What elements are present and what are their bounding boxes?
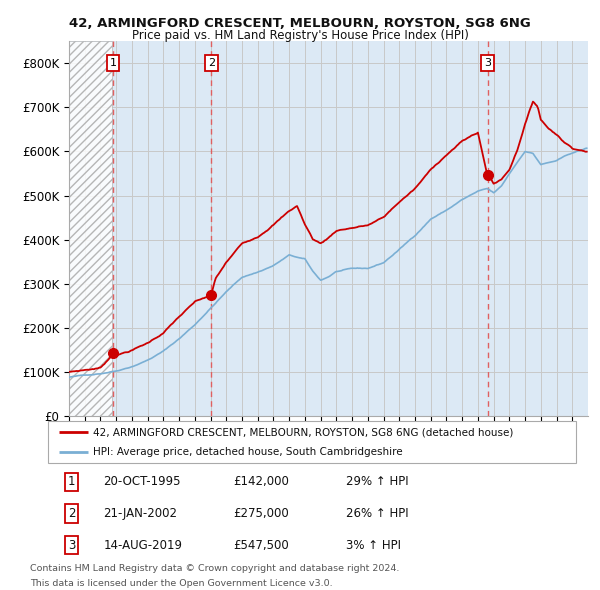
Text: Price paid vs. HM Land Registry's House Price Index (HPI): Price paid vs. HM Land Registry's House … (131, 30, 469, 42)
Text: 1: 1 (68, 476, 76, 489)
Text: 1: 1 (110, 58, 116, 68)
Text: £275,000: £275,000 (233, 507, 289, 520)
Text: 3: 3 (484, 58, 491, 68)
Text: 3: 3 (68, 539, 76, 552)
Text: 26% ↑ HPI: 26% ↑ HPI (346, 507, 409, 520)
Text: 2: 2 (208, 58, 215, 68)
Text: 42, ARMINGFORD CRESCENT, MELBOURN, ROYSTON, SG8 6NG (detached house): 42, ARMINGFORD CRESCENT, MELBOURN, ROYST… (93, 427, 513, 437)
Text: This data is licensed under the Open Government Licence v3.0.: This data is licensed under the Open Gov… (30, 579, 332, 588)
Text: HPI: Average price, detached house, South Cambridgeshire: HPI: Average price, detached house, Sout… (93, 447, 403, 457)
Text: 29% ↑ HPI: 29% ↑ HPI (346, 476, 409, 489)
Text: 21-JAN-2002: 21-JAN-2002 (103, 507, 178, 520)
Text: 14-AUG-2019: 14-AUG-2019 (103, 539, 182, 552)
Text: Contains HM Land Registry data © Crown copyright and database right 2024.: Contains HM Land Registry data © Crown c… (30, 564, 400, 573)
Text: 3% ↑ HPI: 3% ↑ HPI (346, 539, 401, 552)
Text: 42, ARMINGFORD CRESCENT, MELBOURN, ROYSTON, SG8 6NG: 42, ARMINGFORD CRESCENT, MELBOURN, ROYST… (69, 17, 531, 30)
Bar (69, 41, 112, 416)
Text: 20-OCT-1995: 20-OCT-1995 (103, 476, 181, 489)
Text: £547,500: £547,500 (233, 539, 289, 552)
Text: 2: 2 (68, 507, 76, 520)
Text: £142,000: £142,000 (233, 476, 289, 489)
